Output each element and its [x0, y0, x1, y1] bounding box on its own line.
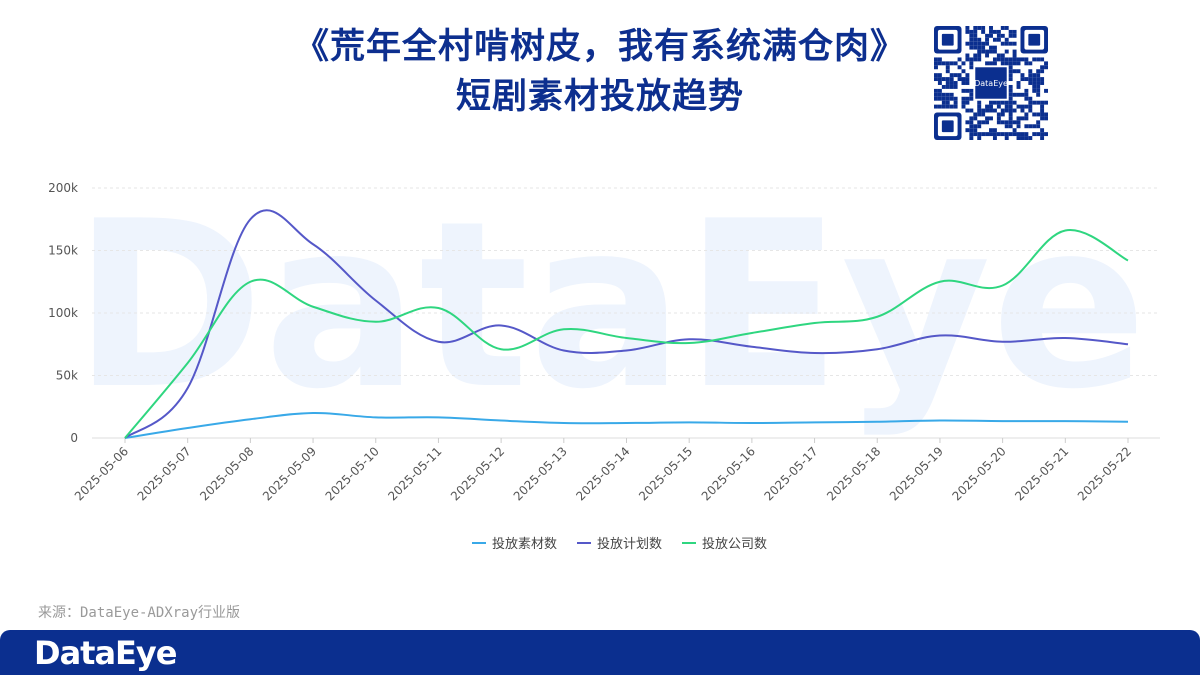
legend-label: 投放公司数 [702, 537, 768, 552]
y-tick-label: 0 [70, 431, 78, 445]
legend-item-2[interactable]: 投放计划数 [577, 533, 662, 552]
x-tick-label: 2025-05-17 [761, 444, 820, 503]
qr-center-logo: DataEye [974, 79, 1008, 88]
x-tick-label: 2025-05-19 [887, 444, 946, 503]
x-tick-label: 2025-05-10 [323, 444, 382, 503]
title-line-2: 短剧素材投放趋势 [455, 77, 744, 117]
legend-label: 投放计划数 [597, 537, 663, 552]
x-tick-label: 2025-05-08 [197, 444, 256, 503]
x-tick-label: 2025-05-21 [1012, 444, 1071, 503]
chart-title: 《荒年全村啃树皮，我有系统满仓肉》 短剧素材投放趋势 [200, 22, 1000, 122]
x-tick-label: 2025-05-22 [1075, 444, 1134, 503]
x-tick-label: 2025-05-07 [135, 444, 194, 503]
x-tick-label: 2025-05-16 [699, 444, 758, 503]
qr-code: DataEye [934, 26, 1048, 140]
chart-legend: 投放素材数 投放计划数 投放公司数 [472, 533, 767, 552]
x-tick-label: 2025-05-09 [260, 444, 319, 503]
legend-swatch [577, 541, 592, 544]
y-tick-label: 50k [56, 369, 78, 383]
title-line-1: 《荒年全村啃树皮，我有系统满仓肉》 [293, 27, 906, 67]
x-tick-label: 2025-05-15 [636, 444, 695, 503]
x-tick-label: 2025-05-13 [511, 444, 570, 503]
legend-swatch [472, 541, 486, 544]
x-tick-label: 2025-05-06 [72, 444, 131, 503]
y-tick-label: 150k [48, 244, 78, 258]
legend-label: 投放素材数 [492, 537, 558, 552]
legend-swatch [682, 541, 697, 544]
series-line-3 [124, 229, 1129, 439]
y-tick-label: 100k [48, 306, 78, 320]
x-tick-label: 2025-05-11 [385, 444, 444, 503]
footer-bar: DataEye [0, 630, 1200, 675]
x-tick-label: 2025-05-14 [573, 444, 632, 503]
y-tick-label: 200k [48, 181, 78, 195]
x-tick-label: 2025-05-18 [824, 444, 883, 503]
source-note: 来源：DataEye-ADXray行业版 [38, 605, 241, 621]
x-tick-label: 2025-05-20 [950, 444, 1009, 503]
legend-item-3[interactable]: 投放公司数 [682, 533, 767, 552]
x-tick-label: 2025-05-12 [448, 444, 507, 503]
legend-item-1[interactable]: 投放素材数 [472, 533, 557, 552]
footer-brand-logo: DataEye [34, 634, 177, 672]
series-line-2 [124, 209, 1129, 439]
watermark-text: DataEye [73, 173, 1147, 440]
